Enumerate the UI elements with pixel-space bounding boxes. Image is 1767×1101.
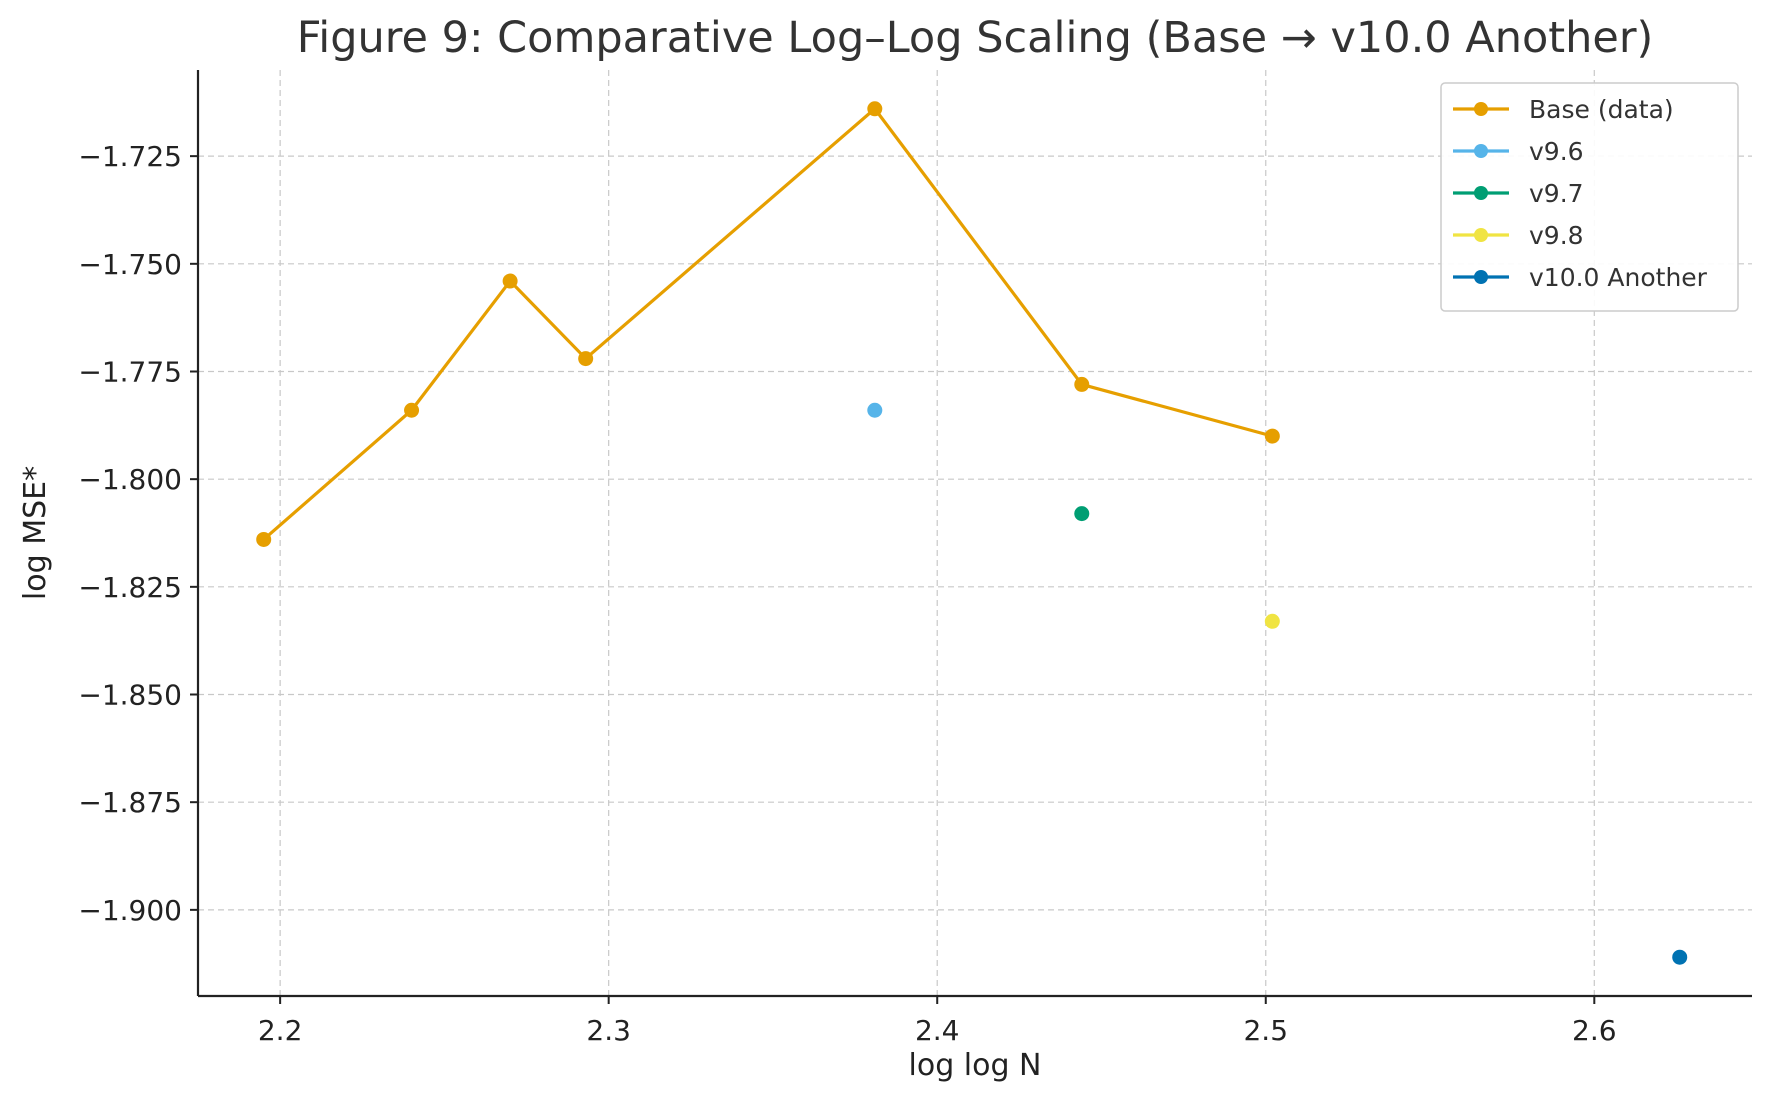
y-tick-label: −1.875	[78, 786, 182, 819]
data-point-v9-6	[867, 402, 883, 418]
legend-label-v9-6: v9.6	[1529, 137, 1584, 166]
legend-label-v9-7: v9.7	[1529, 179, 1584, 208]
x-tick-label: 2.4	[915, 1014, 960, 1047]
data-point-v10-0-another	[1672, 949, 1688, 965]
y-tick-label: −1.825	[78, 571, 182, 604]
legend-marker-v9-6	[1474, 144, 1488, 158]
legend-marker-v9-8	[1474, 228, 1488, 242]
legend-label-base-data: Base (data)	[1529, 95, 1674, 124]
y-tick-label: −1.850	[78, 679, 182, 712]
plot-series	[256, 101, 1688, 965]
legend-label-v10-0-another: v10.0 Another	[1529, 263, 1708, 292]
legend-label-v9-8: v9.8	[1529, 221, 1584, 250]
data-point-base-data	[867, 101, 883, 117]
y-tick-label: −1.900	[78, 894, 182, 927]
axes: 2.2 2.3 2.4 2.5 2.6 −1.725 −1.750 −1.775 −1.800 −…	[78, 70, 1752, 1047]
legend-marker-v9-7	[1474, 186, 1488, 200]
series-line-base-data	[262, 107, 1273, 541]
data-point-v9-7	[1074, 506, 1090, 522]
y-axis-label: log MSE*	[18, 466, 53, 600]
x-tick-label: 2.6	[1572, 1014, 1617, 1047]
legend-marker-base-data	[1474, 102, 1488, 116]
y-tick-label: −1.800	[78, 463, 182, 496]
legend-marker-v10-0-another	[1474, 270, 1488, 284]
y-tick-label: −1.775	[78, 355, 182, 388]
x-tick-label: 2.2	[258, 1014, 303, 1047]
data-point-base-data	[1264, 428, 1280, 444]
y-tick-label: −1.725	[78, 140, 182, 173]
chart-title: Figure 9: Comparative Log–Log Scaling (B…	[297, 13, 1654, 63]
data-point-base-data	[256, 531, 272, 547]
data-point-v9-8	[1264, 613, 1280, 629]
data-point-base-data	[502, 273, 518, 289]
legend: Base (data) v9.6 v9.7 v9.8 v10.0 Another	[1440, 82, 1739, 312]
x-axis-label: log log N	[909, 1048, 1042, 1083]
x-tick-label: 2.5	[1243, 1014, 1288, 1047]
data-point-base-data	[1074, 376, 1090, 392]
data-point-base-data	[578, 351, 594, 367]
data-point-base-data	[404, 402, 420, 418]
x-tick-label: 2.3	[586, 1014, 631, 1047]
y-tick-label: −1.750	[78, 248, 182, 281]
legend-box	[1440, 82, 1739, 312]
